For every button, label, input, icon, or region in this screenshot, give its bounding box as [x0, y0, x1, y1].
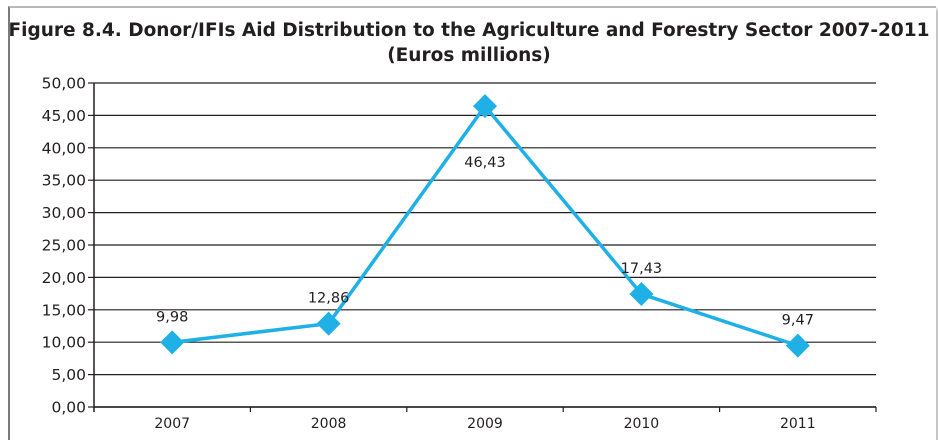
y-tick-label: 5,00	[51, 366, 86, 384]
y-tick-label: 45,00	[42, 107, 86, 125]
data-label: 17,43	[621, 261, 663, 277]
data-point-marker	[629, 282, 654, 307]
chart-frame	[8, 6, 936, 440]
y-tick-label: 20,00	[42, 269, 86, 287]
y-tick-label: 15,00	[42, 301, 86, 319]
y-tick-label: 0,00	[51, 399, 86, 417]
y-tick-label: 10,00	[42, 334, 86, 352]
data-label: 9,98	[156, 309, 188, 325]
x-tick-label: 2011	[780, 416, 816, 432]
data-point-marker	[316, 311, 341, 336]
y-tick-label: 30,00	[42, 204, 86, 222]
chart-subtitle: (Euros millions)	[387, 45, 551, 66]
x-tick-label: 2009	[467, 416, 503, 432]
x-tick-label: 2010	[624, 416, 660, 432]
data-point-marker	[785, 333, 810, 358]
y-tick-label: 40,00	[42, 139, 86, 157]
data-label: 12,86	[308, 291, 350, 307]
y-tick-label: 35,00	[42, 172, 86, 190]
chart-title: Figure 8.4. Donor/IFIs Aid Distribution …	[0, 18, 938, 68]
chart-title-line: Figure 8.4. Donor/IFIs Aid Distribution …	[8, 20, 930, 41]
data-label: 46,43	[464, 155, 506, 171]
y-tick-label: 50,00	[42, 75, 86, 93]
data-label: 9,47	[782, 313, 814, 329]
y-tick-label: 25,00	[42, 237, 86, 255]
data-point-marker	[160, 330, 185, 355]
x-tick-label: 2007	[154, 416, 190, 432]
data-point-marker	[473, 94, 497, 119]
x-tick-label: 2008	[311, 416, 347, 432]
